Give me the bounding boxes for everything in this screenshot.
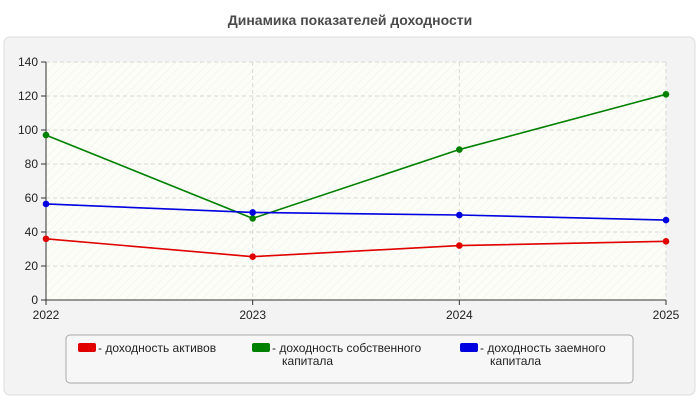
- y-tick-label: 0: [31, 293, 38, 307]
- y-tick-label: 80: [25, 157, 39, 171]
- x-tick-label: 2025: [653, 308, 680, 322]
- data-point: [662, 238, 670, 245]
- x-tick-label: 2022: [33, 308, 60, 322]
- legend-swatch: [252, 343, 270, 352]
- y-tick-label: 100: [18, 123, 38, 137]
- data-point: [42, 131, 50, 139]
- x-tick-label: 2024: [446, 308, 473, 322]
- grid: [46, 61, 667, 300]
- y-tick-label: 20: [25, 259, 39, 273]
- y-tick-label: 60: [25, 191, 39, 205]
- legend-label: - доходность активов: [98, 341, 216, 355]
- series-line: [45, 203, 667, 221]
- series-line: [45, 238, 667, 258]
- legend-swatch: [460, 343, 478, 352]
- data-point: [456, 242, 463, 249]
- y-tick-label: 140: [18, 55, 38, 69]
- legend-label: - доходность собственного капитала: [272, 341, 422, 368]
- axes: 0 20 40 60 80 100 120 140 2022 2023 2024 2025: [18, 55, 680, 322]
- data-point: [456, 146, 463, 153]
- legend: [65, 334, 634, 384]
- legend-items: - доходность активов - доходность собстве…: [78, 341, 606, 368]
- chart-title: Динамика показателей доходности: [228, 12, 473, 28]
- series: [42, 91, 670, 260]
- y-tick-label: 40: [25, 225, 39, 239]
- data-point: [42, 200, 50, 208]
- data-point: [42, 235, 50, 243]
- plot-area: [46, 62, 666, 300]
- x-tick-label: 2023: [239, 308, 266, 322]
- legend-label: - доходность заемного капитала: [480, 341, 606, 368]
- legend-swatch: [78, 343, 96, 352]
- y-tick-label: 120: [18, 89, 38, 103]
- series-line: [45, 93, 667, 220]
- data-point: [249, 215, 256, 222]
- data-point: [249, 253, 256, 260]
- data-point: [662, 216, 670, 224]
- data-point: [662, 91, 670, 98]
- data-point: [249, 209, 256, 216]
- data-point: [456, 211, 463, 219]
